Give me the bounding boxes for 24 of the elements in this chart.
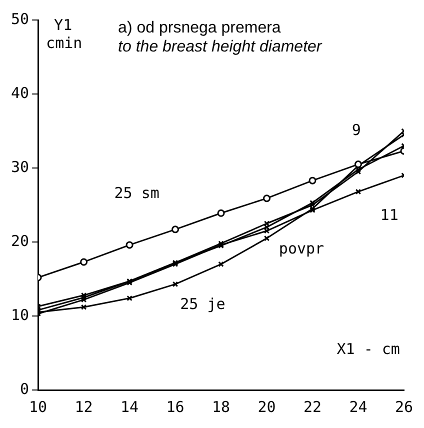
annotation: povpr bbox=[278, 239, 324, 258]
y-tick-label: 50 bbox=[11, 10, 30, 28]
y-tick-label: 0 bbox=[20, 380, 30, 398]
text: to the breast height diameter bbox=[118, 38, 322, 56]
y-tick-label: 40 bbox=[11, 84, 30, 102]
y-tick-label: 30 bbox=[11, 158, 30, 176]
x-tick-label: 16 bbox=[166, 398, 184, 416]
x-tick-label: 26 bbox=[394, 398, 413, 416]
x-axis-title: X1 - cm bbox=[336, 340, 400, 358]
annotation: 25 sm bbox=[114, 184, 160, 202]
x-tick-label: 12 bbox=[74, 398, 93, 416]
x-tick-label: 14 bbox=[120, 398, 139, 416]
x-tick-label: 20 bbox=[258, 398, 276, 416]
x-tick-label: 18 bbox=[212, 398, 230, 416]
y-axis-title: Y1 cmin bbox=[46, 16, 82, 52]
annotation: 11 bbox=[380, 206, 398, 224]
x-tick-label: 24 bbox=[349, 398, 368, 416]
annotation: 25 je bbox=[180, 294, 226, 313]
x-tick-label: 22 bbox=[303, 398, 322, 416]
y-tick-label: 20 bbox=[11, 232, 30, 250]
y-tick-label: 10 bbox=[11, 306, 30, 324]
x-tick-label: 10 bbox=[29, 398, 48, 416]
annotation: 9 bbox=[352, 120, 361, 139]
chart-title: a) od prsnega premera bbox=[118, 19, 281, 36]
